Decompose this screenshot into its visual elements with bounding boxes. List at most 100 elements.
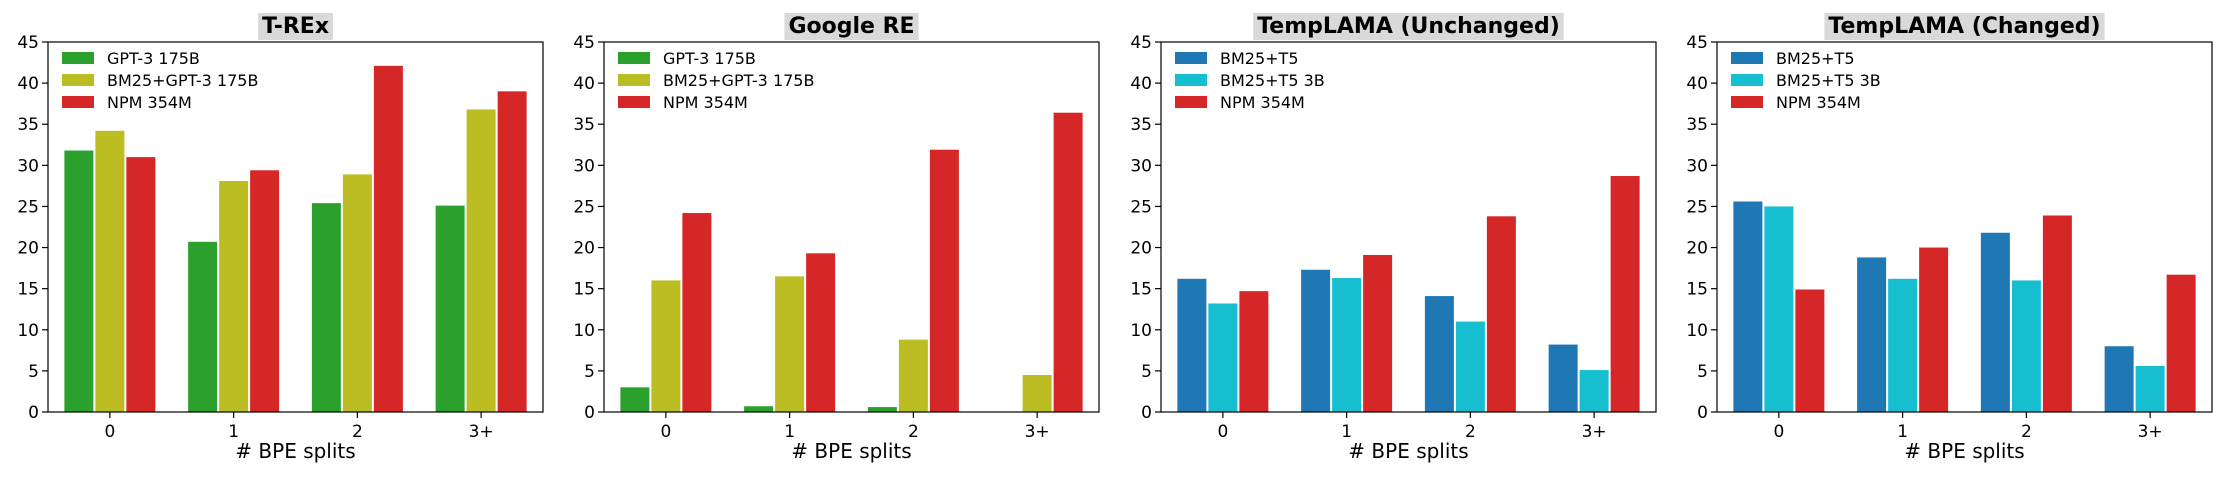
y-tick-label: 35 (1130, 115, 1152, 135)
y-tick-label: 35 (573, 115, 595, 135)
bar-gpt-3-175b (64, 150, 94, 413)
y-tick-label: 5 (28, 362, 39, 382)
bar-bm25-t5 (1424, 296, 1454, 412)
y-tick-label: 5 (1697, 362, 1708, 382)
bar-bm25-t5 (1301, 269, 1331, 412)
bar-npm-354m (1919, 247, 1949, 412)
y-tick-label: 20 (1686, 239, 1708, 259)
bar-bm25-t5-3b (1208, 303, 1238, 412)
bar-bm25-gpt-3-175b (95, 130, 125, 413)
legend-label: BM25+T5 3B (1220, 71, 1325, 90)
x-tick-label: 0 (1773, 422, 1784, 442)
legend-label: NPM 354M (1220, 93, 1305, 112)
bar-gpt-3-175b (311, 203, 341, 412)
bar-bm25-t5 (1980, 232, 2010, 412)
bar-npm-354m (682, 213, 712, 412)
y-tick-label: 5 (1141, 362, 1152, 382)
x-tick-label: 3+ (1582, 422, 1607, 442)
x-tick-label: 3+ (1025, 422, 1050, 442)
bar-npm-354m (1363, 254, 1393, 412)
y-tick-label: 45 (17, 33, 39, 53)
bar-bm25-t5-3b (2135, 365, 2165, 412)
bar-bm25-gpt-3-175b (219, 180, 249, 412)
legend-label: BM25+T5 (1220, 49, 1299, 68)
bar-bm25-gpt-3-175b (775, 276, 805, 412)
legend-label: NPM 354M (107, 93, 192, 112)
y-tick-label: 25 (17, 197, 39, 217)
y-tick-label: 45 (1130, 33, 1152, 53)
x-tick-label: 2 (908, 422, 919, 442)
legend-label: BM25+GPT-3 175B (663, 71, 814, 90)
bar-npm-354m (497, 91, 527, 412)
bar-bm25-gpt-3-175b (898, 339, 928, 412)
x-tick-label: 0 (104, 422, 115, 442)
y-tick-label: 35 (17, 115, 39, 135)
bar-npm-354m (1053, 112, 1083, 412)
legend-swatch (618, 74, 650, 86)
legend-label: GPT-3 175B (663, 49, 756, 68)
bar-bm25-t5-3b (1455, 321, 1485, 412)
y-tick-label: 25 (1686, 197, 1708, 217)
legend-swatch (1175, 52, 1207, 64)
bar-bm25-t5 (1857, 257, 1887, 412)
bar-npm-354m (1610, 176, 1640, 412)
bar-bm25-t5-3b (1579, 370, 1609, 412)
legend-label: NPM 354M (663, 93, 748, 112)
plot-frame (603, 41, 1100, 413)
x-tick-label: 0 (1217, 422, 1228, 442)
y-tick-label: 10 (1130, 321, 1152, 341)
bar-bm25-gpt-3-175b (342, 174, 372, 412)
bar-bm25-t5-3b (1332, 277, 1362, 412)
x-tick-label: 2 (352, 422, 363, 442)
legend-swatch (1731, 74, 1763, 86)
legend-swatch (62, 96, 94, 108)
y-tick-label: 10 (1686, 321, 1708, 341)
bar-bm25-t5 (1733, 201, 1763, 412)
x-tick-label: 2 (2021, 422, 2032, 442)
x-tick-label: 0 (660, 422, 671, 442)
y-tick-label: 20 (17, 239, 39, 259)
y-tick-label: 30 (573, 156, 595, 176)
chart-title-background (784, 13, 919, 40)
y-tick-label: 15 (1130, 280, 1152, 300)
y-tick-label: 30 (1130, 156, 1152, 176)
bar-gpt-3-175b (620, 387, 650, 412)
bar-npm-354m (806, 253, 836, 412)
plot-frame (47, 41, 544, 413)
bar-npm-354m (1795, 289, 1825, 412)
bar-bm25-gpt-3-175b (651, 280, 681, 412)
x-tick-label: 1 (1341, 422, 1352, 442)
legend-swatch (618, 52, 650, 64)
y-tick-label: 25 (1130, 197, 1152, 217)
chart-title: TempLAMA (Unchanged) (1257, 14, 1560, 39)
y-tick-label: 45 (1686, 33, 1708, 53)
chart-title: Google RE (788, 14, 914, 39)
chart-title: T-REx (262, 14, 329, 39)
chart-title-background (1253, 13, 1564, 40)
chart-title-background (257, 13, 334, 40)
y-tick-label: 45 (573, 33, 595, 53)
bar-gpt-3-175b (435, 205, 465, 412)
legend-label: NPM 354M (1776, 93, 1861, 112)
bar-bm25-t5 (1177, 278, 1207, 412)
legend-label: BM25+T5 (1776, 49, 1855, 68)
x-axis-label: # BPE splits (791, 439, 911, 463)
x-axis-label: # BPE splits (1904, 439, 2024, 463)
bar-gpt-3-175b (744, 406, 774, 412)
bar-bm25-t5-3b (1888, 278, 1918, 412)
y-tick-label: 40 (1686, 74, 1708, 94)
legend-swatch (1731, 96, 1763, 108)
y-tick-label: 20 (573, 239, 595, 259)
y-tick-label: 15 (1686, 280, 1708, 300)
bar-npm-354m (929, 149, 959, 412)
y-tick-label: 10 (17, 321, 39, 341)
bar-bm25-t5-3b (1764, 206, 1794, 412)
legend-swatch (62, 74, 94, 86)
x-tick-label: 3+ (469, 422, 494, 442)
y-tick-label: 5 (584, 362, 595, 382)
bar-gpt-3-175b (188, 241, 218, 412)
bar-bm25-gpt-3-175b (466, 109, 496, 412)
legend-swatch (618, 96, 650, 108)
bar-bm25-t5-3b (2011, 280, 2041, 412)
